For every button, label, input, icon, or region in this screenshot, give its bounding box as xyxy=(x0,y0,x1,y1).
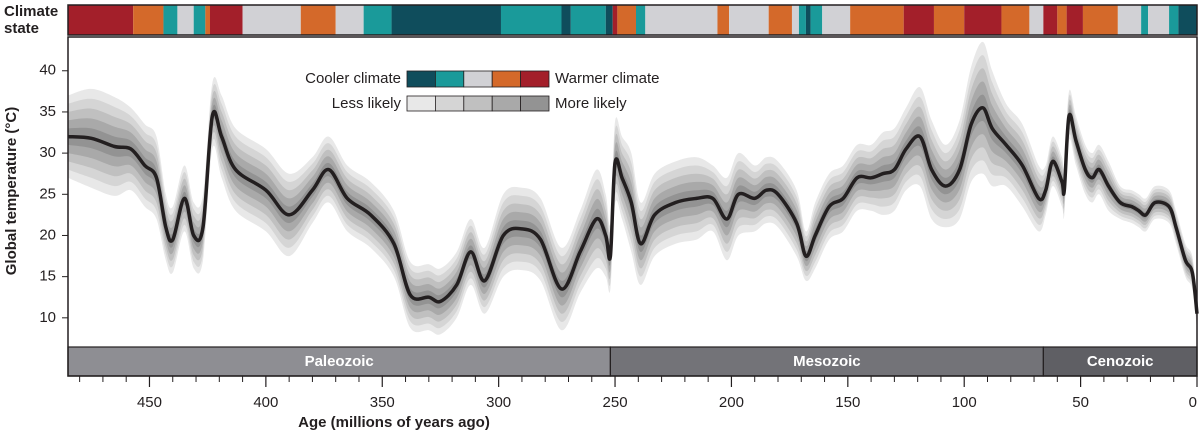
y-tick-label: 10 xyxy=(39,309,56,326)
climate-state-segment xyxy=(133,5,164,35)
climate-state-segment xyxy=(822,5,851,35)
climate-state-segment xyxy=(1057,5,1067,35)
temperature-line xyxy=(67,106,1199,314)
climate-state-segment xyxy=(242,5,301,35)
legend-label: More likely xyxy=(555,95,627,112)
climate-state-segment xyxy=(810,5,823,35)
legend-label: Less likely xyxy=(332,95,402,112)
climate-state-segment xyxy=(798,5,806,35)
y-tick-label: 40 xyxy=(39,62,56,79)
legend-swatch xyxy=(491,95,522,112)
climate-state-segment xyxy=(363,5,392,35)
climate-state-segment xyxy=(791,5,799,35)
climate-state-segment xyxy=(163,5,178,35)
climate-state-segment xyxy=(391,5,501,35)
climate-state-label: state xyxy=(4,20,39,37)
x-tick-label: 150 xyxy=(835,394,860,411)
y-tick-label: 25 xyxy=(39,185,56,202)
x-tick-label: 0 xyxy=(1189,394,1197,411)
legend-swatch xyxy=(434,70,465,88)
climate-state-segment xyxy=(1043,5,1058,35)
x-axis-label: Age (millions of years ago) xyxy=(298,414,490,431)
climate-state-segment xyxy=(850,5,904,35)
y-tick-label: 35 xyxy=(39,103,56,120)
climate-state-segment xyxy=(300,5,336,35)
legend-swatch xyxy=(406,95,436,112)
x-tick-label: 400 xyxy=(253,394,278,411)
climate-state-segment xyxy=(605,5,613,35)
climate-state-segment xyxy=(635,5,646,35)
legend-label: Cooler climate xyxy=(305,70,401,87)
climate-state-segment xyxy=(68,5,134,35)
legend-label: Warmer climate xyxy=(555,70,659,87)
climate-state-segment xyxy=(570,5,606,35)
x-tick-label: 50 xyxy=(1072,394,1089,411)
x-tick-label: 350 xyxy=(370,394,395,411)
climate-state-segment xyxy=(717,5,730,35)
climate-state-segment xyxy=(1082,5,1118,35)
x-tick-label: 450 xyxy=(137,394,162,411)
climate-state-segment xyxy=(1148,5,1170,35)
climate-state-segment xyxy=(1169,5,1179,35)
era-label: Paleozoic xyxy=(305,353,374,370)
climate-state-segment xyxy=(768,5,792,35)
climate-state-segment xyxy=(805,5,811,35)
y-axis-label: Global temperature (°C) xyxy=(3,107,20,276)
climate-state-segment xyxy=(1001,5,1030,35)
climate-state-segment xyxy=(561,5,571,35)
legend-swatch xyxy=(434,95,465,112)
legend-swatch xyxy=(520,70,550,88)
x-tick-label: 250 xyxy=(603,394,628,411)
y-tick-label: 20 xyxy=(39,226,56,243)
climate-state-segment xyxy=(933,5,965,35)
y-tick-label: 30 xyxy=(39,144,56,161)
legend-swatch xyxy=(406,70,436,88)
climate-state-frame xyxy=(67,4,1198,36)
climate-state-segment xyxy=(903,5,934,35)
climate-state-segment xyxy=(193,5,206,35)
climate-state-label: Climate xyxy=(4,3,58,20)
climate-state-segment xyxy=(209,5,243,35)
y-tick-label: 15 xyxy=(39,268,56,285)
climate-state-segment xyxy=(1178,5,1197,35)
climate-state-segment xyxy=(205,5,210,35)
climate-state-segment xyxy=(500,5,562,35)
climate-state-segment xyxy=(1141,5,1149,35)
legend-swatch xyxy=(491,70,522,88)
era-label: Mesozoic xyxy=(793,353,861,370)
climate-state-segment xyxy=(177,5,194,35)
climate-state-segment xyxy=(1117,5,1142,35)
climate-state-segment xyxy=(335,5,364,35)
x-tick-label: 200 xyxy=(719,394,744,411)
climate-state-segment xyxy=(1029,5,1044,35)
climate-state-segment xyxy=(645,5,718,35)
climate-state-segment xyxy=(1066,5,1083,35)
era-label: Cenozoic xyxy=(1087,353,1154,370)
plot-frame xyxy=(67,36,1198,377)
legend-swatch xyxy=(463,95,493,112)
legend-swatch xyxy=(520,95,550,112)
climate-state-segment xyxy=(964,5,1002,35)
climate-state-segment xyxy=(729,5,769,35)
x-tick-label: 300 xyxy=(486,394,511,411)
legend-swatch xyxy=(463,70,493,88)
climate-state-segment xyxy=(617,5,636,35)
climate-state-segment xyxy=(612,5,618,35)
x-tick-label: 100 xyxy=(952,394,977,411)
